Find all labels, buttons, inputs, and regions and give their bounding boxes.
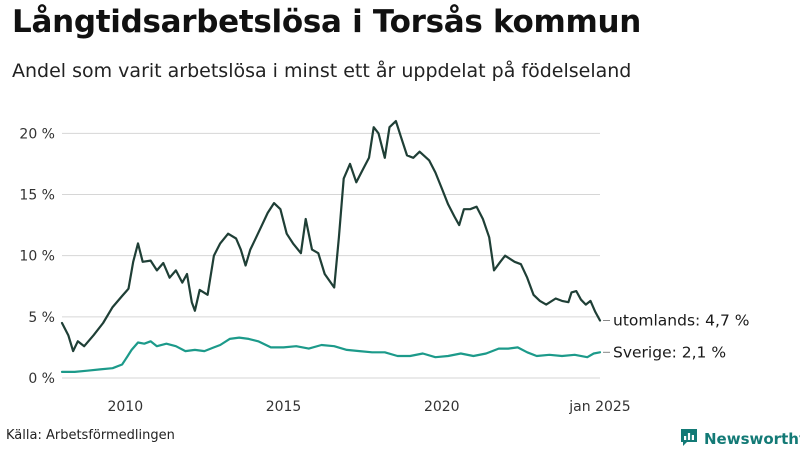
gridlines [62, 132, 600, 379]
series-line-sverige [60, 336, 602, 373]
chart-title: Långtidsarbetslösa i Torsås kommun [12, 4, 642, 40]
x-tick-label: 2015 [266, 399, 302, 415]
y-tick-label: 5 % [28, 310, 55, 326]
newsworthy-logo: Newsworthy [679, 427, 800, 451]
series-end-labels: utomlands: 4,7 % Sverige: 2,1 % [603, 312, 749, 361]
series-lines [60, 120, 602, 373]
source-note: Källa: Arbetsförmedlingen [6, 428, 175, 443]
brand-name: Newsworthy [704, 430, 800, 448]
y-tick-label: 15 % [19, 188, 55, 204]
x-axis: 2010 2015 2020 jan 2025 [107, 399, 630, 415]
x-tick-label: jan 2025 [568, 399, 630, 415]
end-label-sverige: Sverige: 2,1 % [613, 343, 726, 361]
bar-chart-speech-bubble-icon [679, 427, 699, 451]
end-label-utomlands: utomlands: 4,7 % [613, 312, 749, 330]
x-tick-label: 2010 [107, 399, 143, 415]
y-tick-label: 20 % [19, 126, 55, 142]
y-tick-label: 10 % [19, 249, 55, 265]
series-line-utomlands [60, 120, 602, 353]
y-tick-label: 0 % [28, 371, 55, 387]
chart-subtitle: Andel som varit arbetslösa i minst ett å… [12, 60, 632, 82]
x-tick-label: 2020 [424, 399, 460, 415]
y-axis: 0 % 5 % 10 % 15 % 20 % [19, 126, 55, 387]
